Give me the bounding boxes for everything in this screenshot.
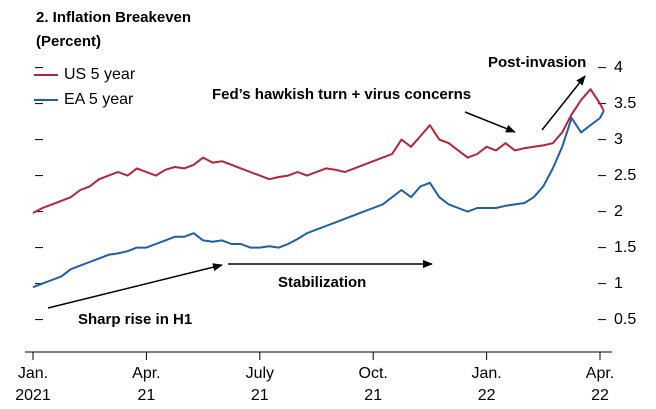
line <box>32 88 605 214</box>
y-tick-label: 4 <box>614 59 623 76</box>
x-tick-label: Apr. 21 <box>132 365 160 404</box>
annotation: Sharp rise in H1 <box>78 311 192 328</box>
y-tick-label: 2.5 <box>614 167 636 184</box>
x-tick-label: July 21 <box>246 365 274 404</box>
legend-label: US 5 year <box>64 66 136 83</box>
arrow <box>47 263 223 309</box>
x-tick-label: Apr. 22 <box>586 365 614 404</box>
x-tick-label: Oct. 21 <box>359 365 388 404</box>
y-tick-label: 1.5 <box>614 239 636 256</box>
y-tick-label: 3.5 <box>614 95 636 112</box>
x-tick-label: Jan. 22 <box>471 365 501 404</box>
annotation: Fed’s hawkish turn + virus concerns <box>212 86 471 103</box>
chart-subtitle: (Percent) <box>36 33 101 50</box>
y-tick-label: 2 <box>614 203 623 220</box>
x-tick-label: Jan. 2021 <box>15 365 51 404</box>
arrow <box>541 75 586 131</box>
annotation: Post-invasion <box>488 54 586 71</box>
legend-label: EA 5 year <box>64 91 134 108</box>
chart-title: 2. Inflation Breakeven <box>36 9 191 26</box>
arrow <box>464 111 516 133</box>
y-tick-label: 0.5 <box>614 311 636 328</box>
annotation: Stabilization <box>278 274 366 291</box>
line <box>32 110 605 289</box>
y-tick-label: 1 <box>614 275 623 292</box>
y-tick-label: 3 <box>614 131 623 148</box>
